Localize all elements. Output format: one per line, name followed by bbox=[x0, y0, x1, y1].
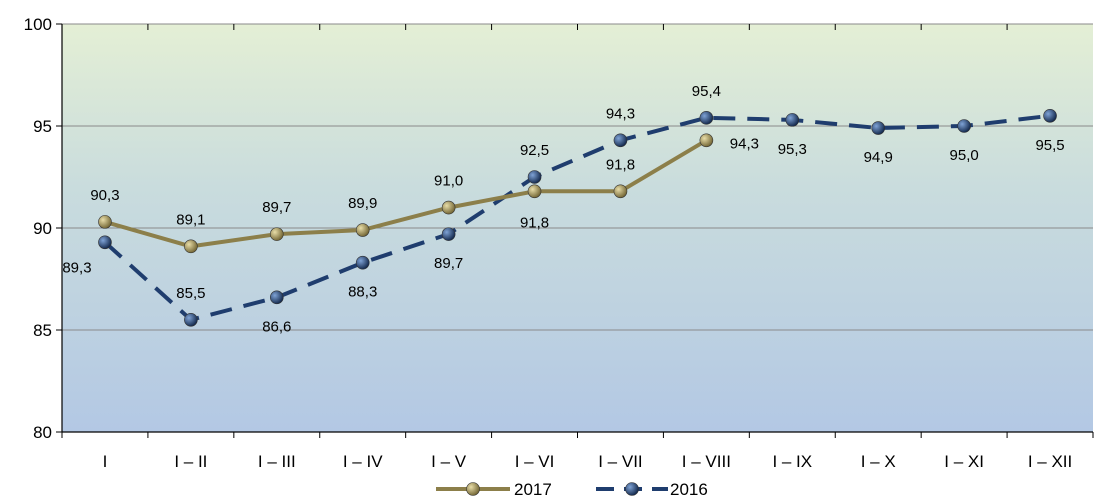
x-tick-label: I – IX bbox=[772, 452, 812, 471]
data-label-2016: 88,3 bbox=[348, 284, 377, 301]
axes: 80 85 90 95 100 I I – II I – III I – IV I – V I – … bbox=[24, 15, 1094, 471]
point-2016 bbox=[98, 235, 112, 250]
data-label-2017: 90,3 bbox=[90, 187, 119, 204]
point-2016 bbox=[269, 290, 284, 305]
point-2017 bbox=[355, 223, 370, 237]
data-label-2016: 95,0 bbox=[950, 147, 979, 164]
data-labels: 89,3 85,5 86,6 88,3 89,7 92,5 94,3 95,4 95,3 94,9… bbox=[62, 83, 1064, 336]
point-2016 bbox=[785, 113, 800, 127]
data-label-2016: 85,5 bbox=[176, 285, 205, 302]
data-label-2016: 86,6 bbox=[262, 318, 291, 335]
data-label-2016: 95,4 bbox=[692, 83, 721, 100]
data-label-2017: 89,9 bbox=[348, 195, 377, 212]
data-label-2017: 91,8 bbox=[606, 156, 635, 173]
y-tick-label: 80 bbox=[33, 423, 52, 442]
point-2016 bbox=[441, 227, 456, 241]
point-2017 bbox=[98, 215, 112, 229]
data-label-2016: 95,5 bbox=[1035, 137, 1064, 154]
series-line-2016 bbox=[103, 113, 1051, 322]
x-tick-label: I – XI bbox=[944, 452, 984, 471]
x-tick-label: I – III bbox=[258, 452, 296, 471]
data-label-2016: 92,5 bbox=[520, 142, 549, 159]
data-label-2017: 89,7 bbox=[262, 199, 291, 216]
data-label-2016: 95,3 bbox=[778, 141, 807, 158]
x-tick-label: I – VIII bbox=[682, 452, 731, 471]
legend-marker-2016 bbox=[625, 482, 639, 496]
data-label-2016: 94,3 bbox=[606, 105, 635, 122]
point-2016 bbox=[957, 119, 971, 133]
data-label-2016: 89,7 bbox=[434, 255, 463, 272]
legend: 2017 2016 bbox=[436, 480, 708, 499]
x-tick-label: I – V bbox=[431, 452, 467, 471]
point-2016 bbox=[871, 121, 886, 135]
data-label-2017: 89,1 bbox=[176, 211, 205, 228]
legend-label-2017: 2017 bbox=[514, 480, 552, 499]
data-label-2017: 94,3 bbox=[730, 135, 759, 152]
x-tick-label: I – VII bbox=[598, 452, 642, 471]
x-tick-label: I – II bbox=[174, 452, 207, 471]
point-2017 bbox=[527, 184, 542, 199]
x-tick-label: I – X bbox=[861, 452, 896, 471]
legend-marker-2017 bbox=[466, 482, 480, 496]
x-tick-label: I – IV bbox=[343, 452, 383, 471]
point-2017 bbox=[613, 184, 628, 199]
y-tick-label: 90 bbox=[33, 219, 52, 238]
point-2016 bbox=[1043, 109, 1057, 123]
series-layer bbox=[98, 109, 1057, 327]
x-tick-label: I – VI bbox=[515, 452, 555, 471]
data-label-2016: 89,3 bbox=[62, 259, 91, 276]
x-tick-label: I bbox=[103, 452, 108, 471]
point-2016 bbox=[184, 312, 198, 327]
data-label-2017: 91,0 bbox=[434, 173, 463, 190]
point-2016 bbox=[527, 170, 542, 184]
y-tick-label: 85 bbox=[33, 321, 52, 340]
point-2016 bbox=[699, 111, 714, 125]
legend-label-2016: 2016 bbox=[670, 480, 708, 499]
point-2017 bbox=[699, 133, 714, 148]
data-label-2016: 94,9 bbox=[864, 149, 893, 166]
point-2017 bbox=[184, 239, 198, 254]
point-2017 bbox=[441, 200, 456, 215]
y-tick-label: 95 bbox=[33, 117, 52, 136]
data-label-2017: 91,8 bbox=[520, 214, 549, 231]
point-2016 bbox=[613, 133, 628, 148]
point-2017 bbox=[269, 227, 284, 241]
series-line-2017 bbox=[104, 138, 708, 249]
y-tick-label: 100 bbox=[24, 15, 52, 34]
point-2016 bbox=[355, 255, 370, 270]
x-tick-label: I – XII bbox=[1028, 452, 1072, 471]
